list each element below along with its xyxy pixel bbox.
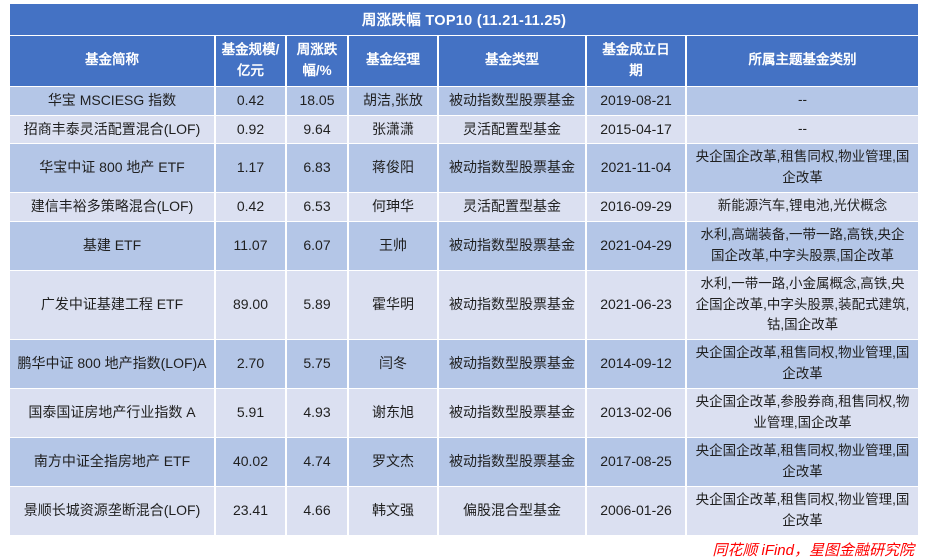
manager-cell: 韩文强 [347,485,439,536]
table-row: 国泰国证房地产行业指数 A 5.91 4.93 谢东旭 被动指数型股票基金 2013-02… [8,388,921,439]
inception-date-cell: 2006-01-26 [585,485,687,536]
fund-name-cell: 招商丰泰灵活配置混合(LOF) [8,114,216,145]
funds-table: 周涨跌幅 TOP10 (11.21-11.25) 基金简称 基金规模/亿元 周涨跌幅… [7,3,921,536]
fund-name-cell: 华宝中证 800 地产 ETF [8,143,216,194]
inception-date-cell: 2017-08-25 [585,437,687,487]
manager-cell: 蒋俊阳 [347,143,439,194]
fund-report: 周涨跌幅 TOP10 (11.21-11.25) 基金简称 基金规模/亿元 周涨跌幅… [7,3,921,560]
table-title-row: 周涨跌幅 TOP10 (11.21-11.25) [7,3,921,36]
table-row: 景顺长城资源垄断混合(LOF) 23.41 4.66 韩文强 偏股混合型基金 2006-0… [8,485,921,536]
inception-date-cell: 2016-09-29 [585,192,687,222]
manager-cell: 何珅华 [347,192,439,222]
table-row: 华宝 MSCIESG 指数 0.42 18.05 胡洁,张放 被动指数型股票基金 2019… [8,85,921,116]
fund-type-cell: 被动指数型股票基金 [437,269,587,341]
manager-cell: 胡洁,张放 [347,85,439,116]
fund-type-cell: 被动指数型股票基金 [437,220,587,271]
table-row: 华宝中证 800 地产 ETF 1.17 6.83 蒋俊阳 被动指数型股票基金 2021-… [8,143,921,194]
fund-type-cell: 被动指数型股票基金 [437,339,587,390]
fund-size-cell: 2.70 [214,339,287,390]
fund-type-cell: 偏股混合型基金 [437,485,587,536]
manager-cell: 谢东旭 [347,388,439,439]
inception-date-cell: 2021-06-23 [585,269,687,341]
theme-category-cell: 新能源汽车,锂电池,光伏概念 [684,192,921,222]
col-theme-category: 所属主题基金类别 [684,35,921,87]
fund-size-cell: 5.91 [214,388,287,439]
theme-category-cell: 水利,高端装备,一带一路,高铁,央企国企改革,中字头股票,国企改革 [684,220,921,271]
fund-size-cell: 0.92 [214,114,287,145]
fund-type-cell: 灵活配置型基金 [437,192,587,222]
table-row: 鹏华中证 800 地产指数(LOF)A 2.70 5.75 闫冬 被动指数型股票基金 20… [8,339,921,390]
fund-size-cell: 23.41 [214,485,287,536]
weekly-change-cell: 5.75 [285,339,349,390]
table-row: 招商丰泰灵活配置混合(LOF) 0.92 9.64 张潇潇 灵活配置型基金 2015-04… [8,114,921,145]
theme-category-cell: 水利,一带一路,小金属概念,高铁,央企国企改革,中字头股票,装配式建筑,钴,国企… [684,269,921,341]
weekly-change-cell: 18.05 [285,85,349,116]
fund-size-cell: 1.17 [214,143,287,194]
fund-type-cell: 被动指数型股票基金 [437,437,587,487]
fund-name-cell: 景顺长城资源垄断混合(LOF) [8,485,216,536]
weekly-change-cell: 4.74 [285,437,349,487]
manager-cell: 王帅 [347,220,439,271]
fund-size-cell: 40.02 [214,437,287,487]
fund-type-cell: 灵活配置型基金 [437,114,587,145]
weekly-change-cell: 5.89 [285,269,349,341]
theme-category-cell: 央企国企改革,租售同权,物业管理,国企改革 [684,339,921,390]
inception-date-cell: 2013-02-06 [585,388,687,439]
table-header-row: 基金简称 基金规模/亿元 周涨跌幅/% 基金经理 基金类型 基金成立日期 所属主题基金类别 [8,35,921,87]
manager-cell: 罗文杰 [347,437,439,487]
table-row: 南方中证全指房地产 ETF 40.02 4.74 罗文杰 被动指数型股票基金 2017-0… [8,437,921,487]
inception-date-cell: 2021-11-04 [585,143,687,194]
fund-name-cell: 华宝 MSCIESG 指数 [8,85,216,116]
fund-name-cell: 鹏华中证 800 地产指数(LOF)A [8,339,216,390]
fund-size-cell: 0.42 [214,85,287,116]
fund-name-cell: 国泰国证房地产行业指数 A [8,388,216,439]
manager-cell: 霍华明 [347,269,439,341]
fund-name-cell: 建信丰裕多策略混合(LOF) [8,192,216,222]
manager-cell: 闫冬 [347,339,439,390]
weekly-change-cell: 9.64 [285,114,349,145]
inception-date-cell: 2014-09-12 [585,339,687,390]
theme-category-cell: -- [684,114,921,145]
table-row: 建信丰裕多策略混合(LOF) 0.42 6.53 何珅华 灵活配置型基金 2016-09-… [8,192,921,222]
col-manager: 基金经理 [347,35,439,87]
fund-size-cell: 11.07 [214,220,287,271]
theme-category-cell: 央企国企改革,租售同权,物业管理,国企改革 [684,437,921,487]
weekly-change-cell: 4.93 [285,388,349,439]
fund-type-cell: 被动指数型股票基金 [437,143,587,194]
theme-category-cell: -- [684,85,921,116]
data-source-note: 同花顺 iFind，星图金融研究院 [712,541,914,559]
table-row: 广发中证基建工程 ETF 89.00 5.89 霍华明 被动指数型股票基金 2021-06… [8,269,921,341]
fund-type-cell: 被动指数型股票基金 [437,85,587,116]
manager-cell: 张潇潇 [347,114,439,145]
table-title: 周涨跌幅 TOP10 (11.21-11.25) [7,3,921,36]
inception-date-cell: 2015-04-17 [585,114,687,145]
fund-size-cell: 89.00 [214,269,287,341]
theme-category-cell: 央企国企改革,参股券商,租售同权,物业管理,国企改革 [684,388,921,439]
weekly-change-cell: 4.66 [285,485,349,536]
weekly-change-cell: 6.07 [285,220,349,271]
theme-category-cell: 央企国企改革,租售同权,物业管理,国企改革 [684,485,921,536]
weekly-change-cell: 6.83 [285,143,349,194]
fund-size-cell: 0.42 [214,192,287,222]
weekly-change-cell: 6.53 [285,192,349,222]
col-weekly-change: 周涨跌幅/% [285,35,349,87]
fund-name-cell: 南方中证全指房地产 ETF [8,437,216,487]
table-row: 基建 ETF 11.07 6.07 王帅 被动指数型股票基金 2021-04-29 水利,高… [8,220,921,271]
inception-date-cell: 2021-04-29 [585,220,687,271]
col-fund-type: 基金类型 [437,35,587,87]
col-inception-date: 基金成立日期 [585,35,687,87]
fund-name-cell: 广发中证基建工程 ETF [8,269,216,341]
inception-date-cell: 2019-08-21 [585,85,687,116]
col-fund-name: 基金简称 [8,35,216,87]
fund-name-cell: 基建 ETF [8,220,216,271]
fund-type-cell: 被动指数型股票基金 [437,388,587,439]
theme-category-cell: 央企国企改革,租售同权,物业管理,国企改革 [684,143,921,194]
col-fund-size: 基金规模/亿元 [214,35,287,87]
